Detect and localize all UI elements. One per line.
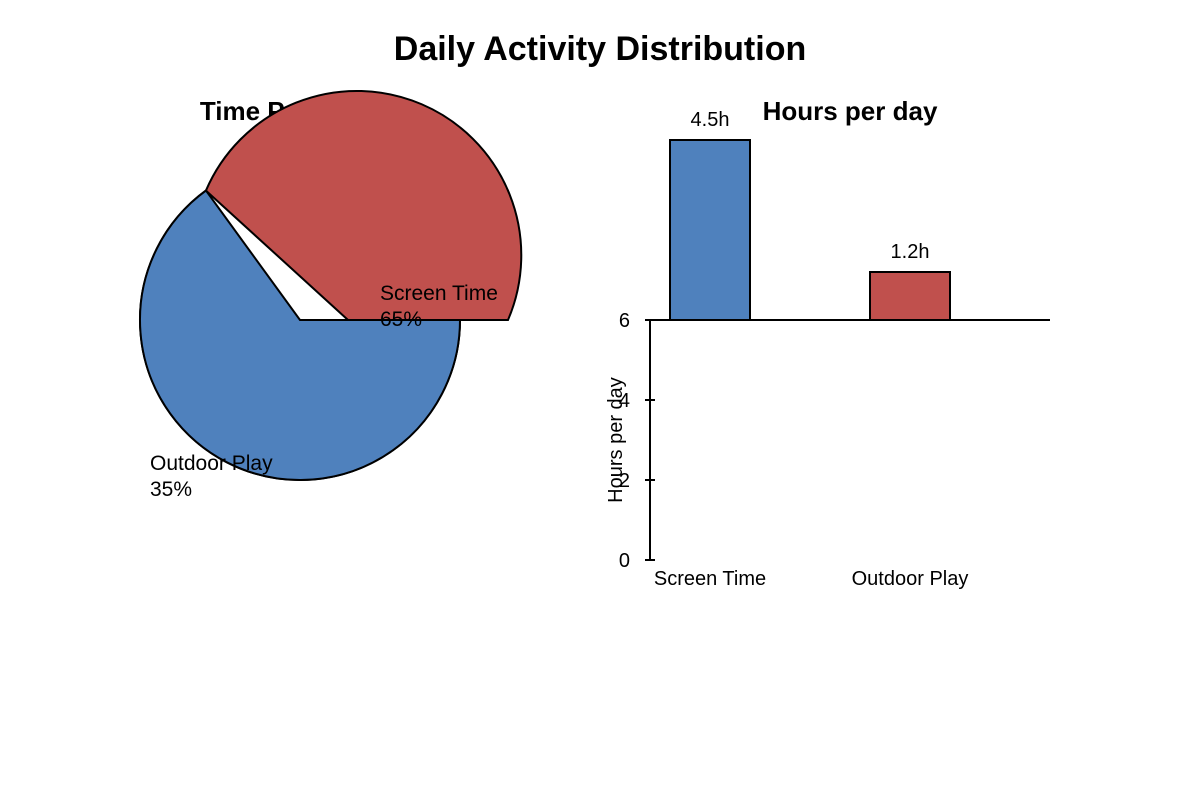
x-category-label-outdoor-play: Outdoor Play (852, 568, 969, 590)
pie-slice-screen-time (139, 189, 462, 481)
x-category-label-screen-time: Screen Time (654, 568, 766, 590)
y-axis-title: Hours per day (605, 377, 627, 503)
y-ticks: 0 2 4 6 (619, 310, 655, 572)
pie-value-outdoor-play: 35% (150, 478, 192, 501)
pie-value-screen-time: 65% (380, 308, 422, 331)
pie-label-screen-time: Screen Time (380, 282, 498, 305)
y-tick-label-6: 6 (619, 310, 630, 332)
bar-value-label-screen-time: 4.5h (691, 109, 730, 131)
bar-texts: 4.5h Screen Time 1.2h Outdoor Play (654, 109, 969, 590)
bar-outdoor-play (869, 271, 951, 321)
main-title: Daily Activity Distribution (394, 30, 806, 68)
y-tick-label-4: 4 (619, 390, 630, 412)
bar-marks (669, 139, 951, 321)
pie-label-outdoor-play: Outdoor Play (150, 452, 273, 475)
y-tick-label-0: 0 (619, 550, 630, 572)
pie-slice-outdoor-play (204, 89, 523, 321)
pie-slices (139, 89, 523, 481)
bar-screen-time (669, 139, 751, 321)
bar-chart: 0 2 4 6 Hours per day 4.5h Screen Time 1.2h Ou… (605, 96, 1050, 590)
y-tick-label-2: 2 (619, 470, 630, 492)
bar-value-label-outdoor-play: 1.2h (891, 241, 930, 263)
bar-title: Hours per day (763, 96, 938, 126)
pie-chart: Time Proportion Screen Time 65% Outdoor … (139, 89, 523, 501)
